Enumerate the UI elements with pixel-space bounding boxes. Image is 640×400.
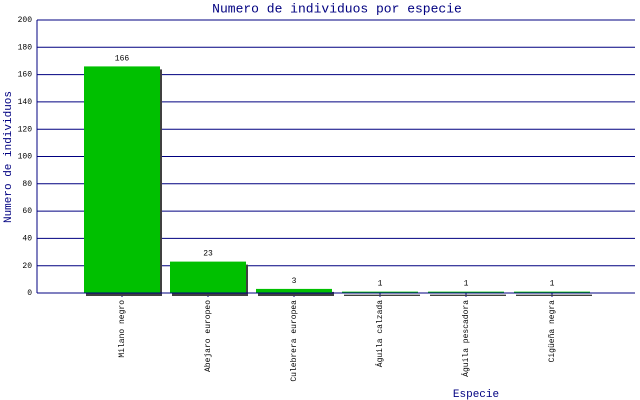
chart-title: Numero de individuos por especie: [212, 1, 462, 16]
y-tick-label: 100: [18, 153, 33, 162]
bar-shadow: [430, 294, 506, 296]
y-tick-label: 180: [18, 43, 33, 52]
bar-shadow: [344, 294, 420, 296]
y-tick-label: 20: [22, 262, 32, 271]
value-label: 166: [115, 55, 130, 64]
bar: [84, 66, 160, 293]
bar: [428, 291, 504, 293]
value-label: 3: [292, 277, 297, 286]
x-tick-label: Culebrera europea: [290, 300, 299, 382]
value-label: 1: [550, 280, 555, 289]
bar-shadow: [516, 294, 592, 296]
y-tick-label: 120: [18, 125, 33, 134]
x-tick-label: Águila calzada: [376, 300, 385, 367]
y-tick-label: 60: [22, 207, 32, 216]
y-tick-label: 40: [22, 235, 32, 244]
bar: [256, 288, 332, 293]
value-label: 23: [203, 250, 213, 259]
y-tick-label: 160: [18, 71, 33, 80]
y-axis-label: Numero de individuos: [3, 91, 15, 223]
value-label: 1: [464, 280, 469, 289]
bar: [342, 291, 418, 293]
x-tick-label: Cigüeña negra: [548, 300, 557, 363]
x-tick-label: Abejaro europeo: [204, 300, 213, 372]
value-label: 1: [378, 280, 383, 289]
x-axis-label: Especie: [453, 389, 499, 400]
y-tick-label: 0: [27, 289, 32, 298]
y-tick-label: 140: [18, 98, 33, 107]
y-tick-label: 200: [18, 16, 33, 25]
x-tick-label: Águila pescadora: [462, 300, 471, 377]
x-tick-label: Milano negro: [118, 300, 127, 358]
bar: [514, 291, 590, 293]
bar: [170, 261, 246, 293]
y-tick-label: 80: [22, 180, 32, 189]
bar-shadow: [258, 291, 334, 296]
